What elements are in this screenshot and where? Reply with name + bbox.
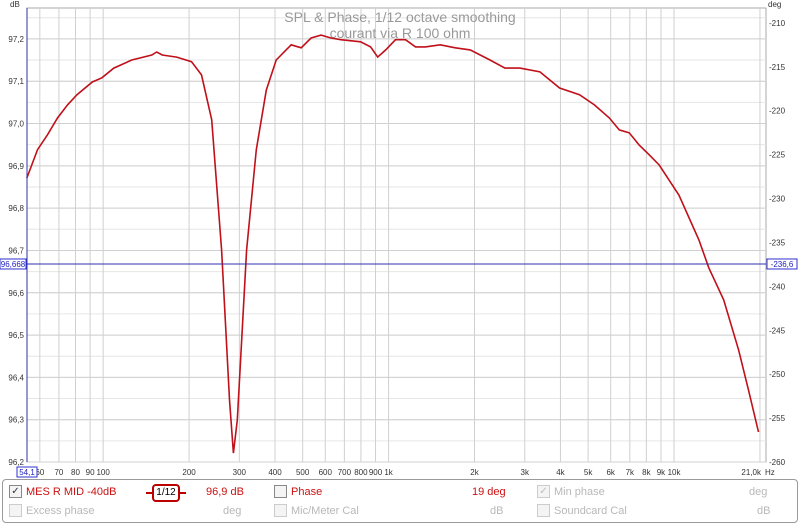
x-tick-label: 1k	[384, 468, 393, 477]
x-tick-label: 80	[71, 468, 80, 477]
y-tick-label: 96,8	[8, 204, 24, 213]
x-tick-label: 70	[54, 468, 63, 477]
y-tick-label: 96,9	[8, 162, 24, 171]
x-tick-label: 9k	[657, 468, 666, 477]
spl-chart[interactable]: SPL & Phase, 1/12 octave smoothing coura…	[0, 0, 800, 478]
y-tick-label: 96,2	[8, 458, 24, 467]
soundcard-cal-checkbox[interactable]	[537, 504, 550, 517]
x-tick-label: 3k	[521, 468, 530, 477]
cursor-y2-box	[766, 258, 798, 270]
cursor-y2-label: -236,6	[771, 260, 794, 269]
cursor-x-label: 54,1	[19, 468, 35, 477]
y2-tick-label: -235	[769, 238, 786, 247]
x-tick-label: 100	[96, 468, 110, 477]
soundcard-cal-label: Soundcard Cal	[554, 504, 627, 517]
phase-value: 19 deg	[472, 486, 506, 498]
chart-subtitle: courant via R 100 ohm	[330, 25, 471, 41]
phase-checkbox[interactable]	[274, 485, 287, 498]
trace-value: 96,9 dB	[206, 486, 244, 498]
x-tick-label: 600	[319, 468, 333, 477]
mic-cal-toggle[interactable]: Mic/Meter Cal	[274, 504, 359, 517]
y2-tick-label: -240	[769, 282, 786, 291]
x-tick-label: 800	[354, 468, 368, 477]
y2-tick-label: -250	[769, 370, 786, 379]
mic-cal-unit: dB	[490, 505, 504, 517]
y-tick-label: 96,5	[8, 331, 24, 340]
y-tick-label: 96,7	[8, 246, 24, 255]
cursor-y-box	[0, 258, 27, 270]
excess-phase-toggle[interactable]: Excess phase	[9, 504, 94, 517]
y2-axis-label: deg	[768, 0, 781, 9]
x-tick-label: 8k	[642, 468, 651, 477]
y-axis-label: dB	[10, 0, 20, 9]
x-tick-label: 10k	[668, 468, 682, 477]
x-tick-label: 7k	[626, 468, 635, 477]
y2-tick-label: -210	[769, 19, 786, 28]
y2-tick-label: -230	[769, 195, 786, 204]
soundcard-cal-toggle[interactable]: Soundcard Cal	[537, 504, 627, 517]
x-unit-label: Hz	[765, 468, 775, 477]
mic-cal-checkbox[interactable]	[274, 504, 287, 517]
chart-title: SPL & Phase, 1/12 octave smoothing	[284, 9, 515, 25]
excess-phase-checkbox[interactable]	[9, 504, 22, 517]
x-tick-label: 6k	[606, 468, 615, 477]
y-tick-label: 97,1	[8, 77, 24, 86]
x-end-label: 21,0k	[741, 468, 762, 477]
x-tick-label: 90	[86, 468, 95, 477]
min-phase-unit: deg	[749, 486, 768, 498]
smoothing-indicator[interactable]: 1/12	[146, 484, 186, 502]
y2-tick-label: -260	[769, 458, 786, 467]
y2-tick-label: -245	[769, 326, 786, 335]
cursor-y-label: 96,668	[1, 260, 26, 269]
x-tick-label: 300	[233, 468, 247, 477]
phase-label: Phase	[291, 485, 323, 498]
legend-panel: ✓ MES R MID -40dB 1/12 96,9 dB Phase 19 …	[2, 479, 798, 523]
x-tick-label: 900	[369, 468, 383, 477]
x-tick-label: 60	[35, 468, 44, 477]
excess-phase-label: Excess phase	[26, 504, 95, 517]
spl-trace	[26, 34, 760, 454]
x-tick-label: 5k	[584, 468, 593, 477]
x-tick-label: 4k	[556, 468, 565, 477]
min-phase-toggle[interactable]: ✓ Min phase	[537, 485, 605, 498]
soundcard-cal-unit: dB	[757, 505, 771, 517]
y-tick-label: 96,4	[8, 373, 24, 382]
y-tick-label: 97,2	[8, 35, 24, 44]
x-tick-label: 700	[338, 468, 352, 477]
cursor-x-box	[16, 466, 38, 478]
phase-toggle[interactable]: Phase	[274, 485, 322, 498]
x-tick-label: 200	[182, 468, 196, 477]
mic-cal-label: Mic/Meter Cal	[291, 504, 359, 517]
x-tick-label: 2k	[470, 468, 479, 477]
plot-area	[26, 7, 767, 463]
y2-tick-label: -215	[769, 63, 786, 72]
min-phase-label: Min phase	[554, 485, 605, 498]
y-tick-label: 97,0	[8, 120, 24, 129]
x-tick-label: 400	[268, 468, 282, 477]
y-tick-label: 96,3	[8, 416, 24, 425]
y-tick-label: 96,6	[8, 289, 24, 298]
min-phase-checkbox[interactable]: ✓	[537, 485, 550, 498]
excess-phase-unit: deg	[223, 505, 242, 517]
x-tick-label: 500	[296, 468, 310, 477]
trace-checkbox[interactable]: ✓	[9, 485, 22, 498]
y2-tick-label: -225	[769, 151, 786, 160]
y2-tick-label: -255	[769, 414, 786, 423]
trace-toggle[interactable]: ✓ MES R MID -40dB	[9, 485, 116, 498]
trace-label: MES R MID -40dB	[26, 485, 117, 498]
y2-tick-label: -220	[769, 107, 786, 116]
